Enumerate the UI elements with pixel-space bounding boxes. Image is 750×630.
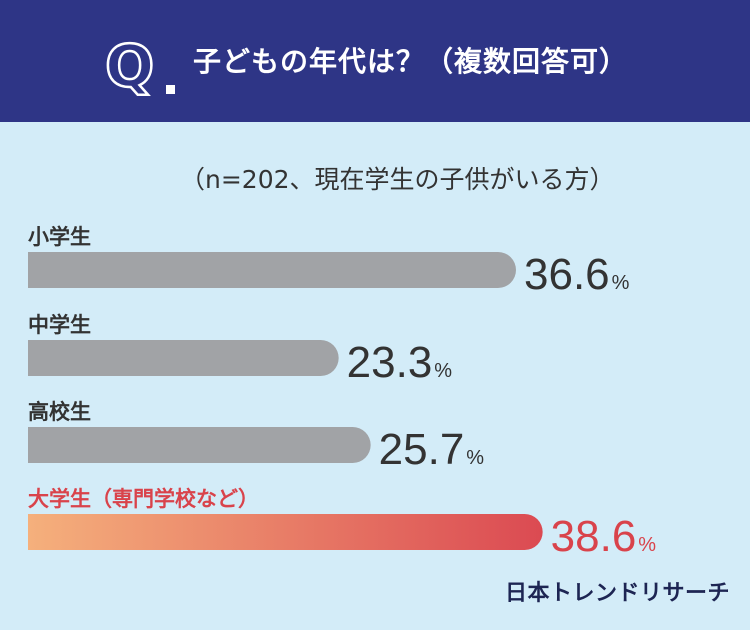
bar [28, 340, 339, 376]
value-label: 38.6% [551, 512, 657, 561]
bar [28, 514, 543, 550]
q-dot [166, 85, 175, 94]
category-label: 高校生 [28, 400, 91, 424]
q-letter-icon: Q [104, 32, 175, 101]
category-label: 小学生 [28, 225, 91, 249]
chart-subtitle: （n=202、現在学生の子供がいる方） [180, 165, 615, 194]
value-label: 36.6% [524, 250, 630, 299]
question-title: 子どもの年代は？（複数回答可） [193, 45, 629, 78]
category-label: 中学生 [28, 313, 91, 337]
bar [28, 252, 516, 288]
q-letter: Q [105, 32, 154, 100]
category-label: 大学生（専門学校など） [28, 487, 259, 511]
bar [28, 427, 371, 463]
value-label: 23.3% [347, 338, 453, 387]
question-header: Q 子どもの年代は？（複数回答可） [0, 0, 750, 122]
value-label: 25.7% [379, 425, 485, 474]
brand-logo-text: 日本トレンドリサーチ [505, 581, 731, 606]
